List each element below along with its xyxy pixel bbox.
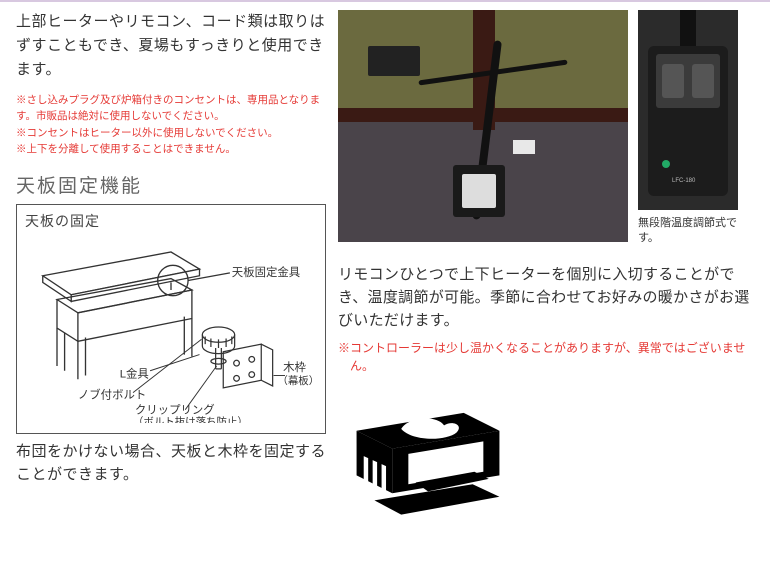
feature-heading: 天板固定機能 [16,171,326,198]
photo-aside: LFC-180 無段階温度調節式です。 [638,10,738,247]
photo-plug-floor [338,10,628,242]
diagram-title: 天板の固定 [25,211,317,231]
fixation-description: 布団をかけない場合、天板と木枠を固定することができます。 [16,440,326,487]
remote-caption: 無段階温度調節式です。 [638,216,738,247]
warning-note-3: ※上下を分離して使用することはできません。 [16,141,326,157]
intro-text: 上部ヒーターやリモコン、コード類は取りはずすこともでき、夏場もすっきりと使用でき… [16,10,326,82]
controller-description: リモコンひとつで上下ヒーターを個別に入切することができ、温度調節が可能。季節に合… [338,263,754,333]
controller-warning: ※コントローラーは少し温かくなることがありますが、異常ではございません。 [338,339,754,375]
label-clip-ring: クリップリング [135,403,215,417]
label-fixture: 天板固定金具 [232,265,300,279]
warning-note-1: ※さし込みプラグ及び炉箱付きのコンセントは、専用品となります。市販品は絶対に使用… [16,92,326,125]
kotatsu-icon [338,395,518,520]
warning-note-2: ※コンセントはヒーター以外に使用しないでください。 [16,125,326,141]
main-container: 上部ヒーターやリモコン、コード類は取りはずすこともでき、夏場もすっきりと使用でき… [0,2,770,525]
left-column: 上部ヒーターやリモコン、コード類は取りはずすこともでき、夏場もすっきりと使用でき… [16,10,326,525]
remote-model-label: LFC-180 [672,178,695,184]
label-wood-frame-sub: （幕板） [277,374,317,387]
right-column: LFC-180 無段階温度調節式です。 リモコンひとつで上下ヒーターを個別に入切… [338,10,754,525]
photo-row: LFC-180 無段階温度調節式です。 [338,10,754,247]
diagram-box: 天板の固定 [16,204,326,434]
warning-notes: ※さし込みプラグ及び炉箱付きのコンセントは、専用品となります。市販品は絶対に使用… [16,92,326,157]
label-wood-frame: 木枠 [283,360,306,374]
label-l-bracket: L金具 [120,366,149,380]
label-knob-bolt: ノブ付ボルト [78,387,146,401]
fixation-diagram: 天板固定金具 [25,233,317,423]
label-clip-ring-sub: （ボルト抜け落ち防止） [133,415,248,423]
photo-remote-controller: LFC-180 [638,10,738,210]
